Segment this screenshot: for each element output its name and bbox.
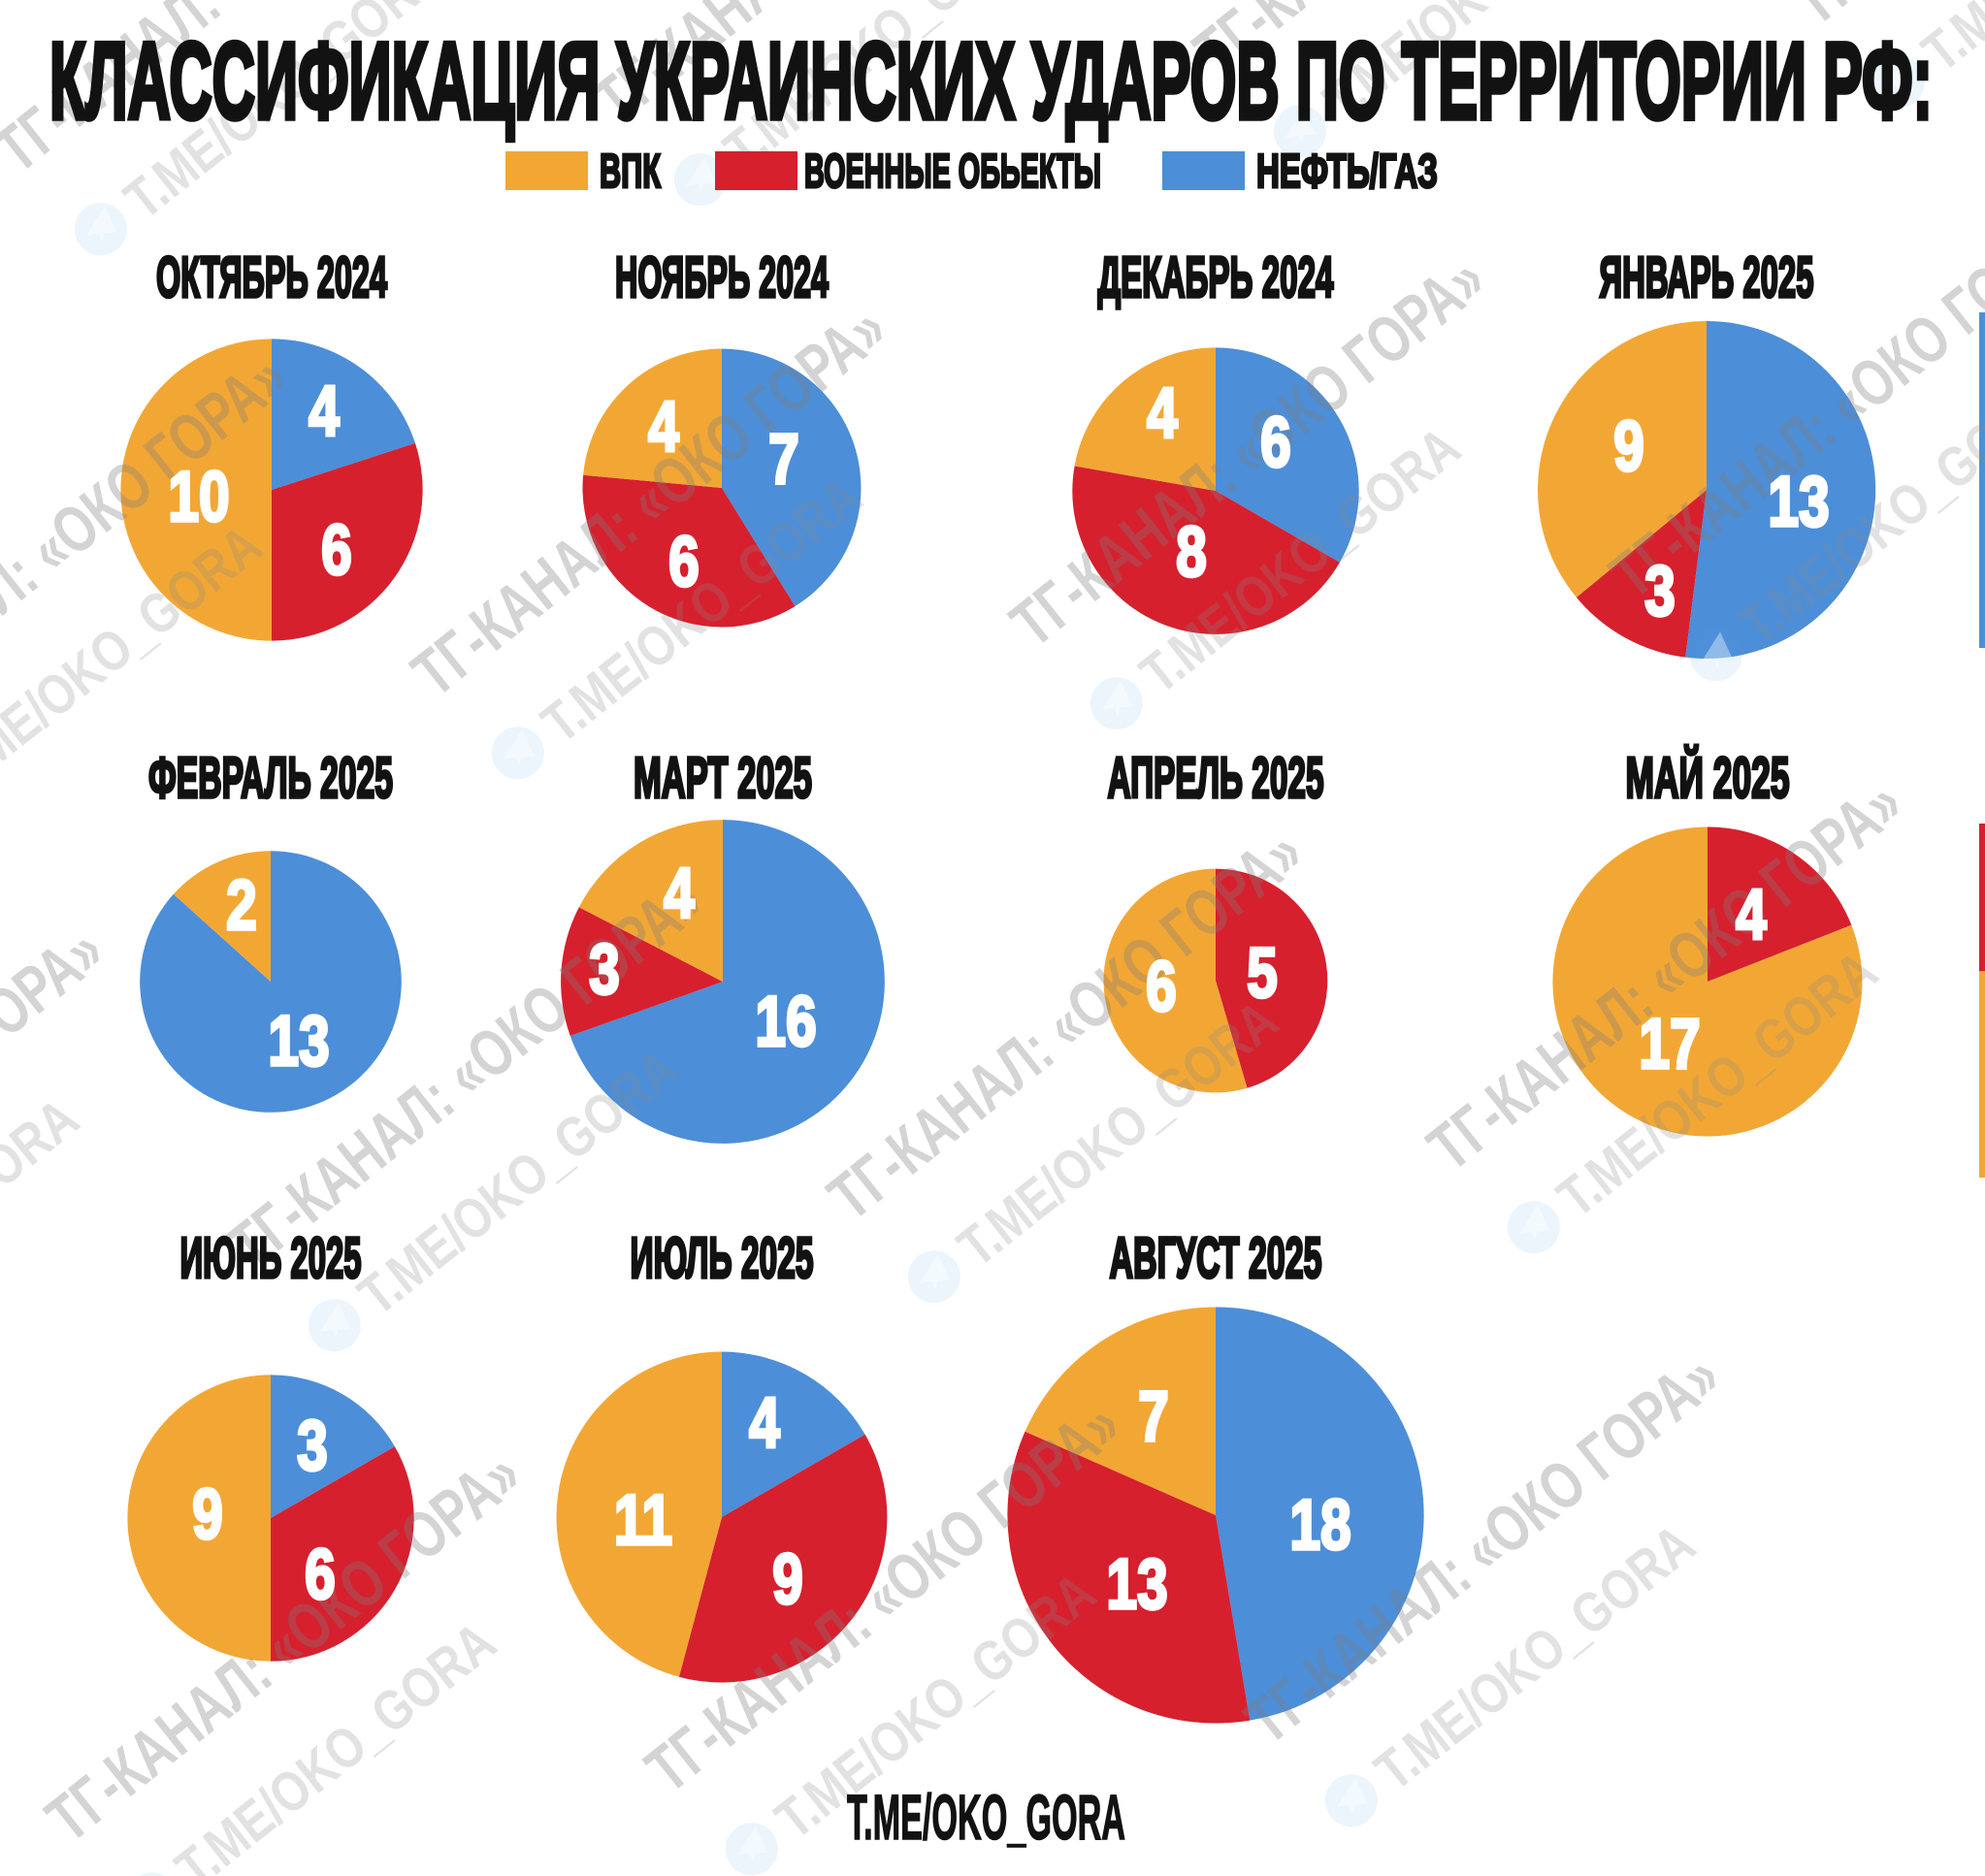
svg-text:МАРТ 2025: МАРТ 2025 bbox=[634, 746, 812, 810]
svg-text:6: 6 bbox=[1260, 403, 1291, 481]
svg-text:6: 6 bbox=[321, 510, 352, 589]
svg-text:10: 10 bbox=[168, 457, 229, 535]
svg-text:3: 3 bbox=[1644, 551, 1676, 630]
svg-text:4: 4 bbox=[1147, 373, 1178, 452]
svg-text:16: 16 bbox=[755, 982, 816, 1060]
svg-text:6: 6 bbox=[305, 1535, 336, 1613]
svg-text:9: 9 bbox=[192, 1474, 223, 1553]
svg-text:3: 3 bbox=[297, 1406, 328, 1484]
svg-text:4: 4 bbox=[648, 387, 679, 466]
svg-text:13: 13 bbox=[268, 1001, 329, 1080]
svg-text:6: 6 bbox=[668, 522, 700, 600]
svg-text:7: 7 bbox=[768, 419, 799, 498]
svg-text:4: 4 bbox=[664, 854, 695, 932]
svg-text:9: 9 bbox=[1613, 406, 1644, 485]
svg-text:АПРЕЛЬ 2025: АПРЕЛЬ 2025 bbox=[1108, 746, 1324, 810]
svg-text:ОКТЯБРЬ 2024: ОКТЯБРЬ 2024 bbox=[156, 245, 387, 309]
svg-text:13: 13 bbox=[1106, 1544, 1167, 1623]
svg-text:4: 4 bbox=[1736, 875, 1767, 954]
svg-text:18: 18 bbox=[1289, 1485, 1350, 1564]
svg-text:6: 6 bbox=[1146, 947, 1177, 1025]
svg-text:3: 3 bbox=[589, 929, 620, 1008]
svg-text:4: 4 bbox=[749, 1383, 780, 1462]
svg-text:ЯНВАРЬ 2025: ЯНВАРЬ 2025 bbox=[1600, 245, 1814, 309]
svg-text:АВГУСТ 2025: АВГУСТ 2025 bbox=[1110, 1226, 1322, 1290]
svg-text:T.ME/OKO_GORA: T.ME/OKO_GORA bbox=[847, 1781, 1125, 1853]
svg-text:ФЕВРАЛЬ 2025: ФЕВРАЛЬ 2025 bbox=[148, 746, 393, 810]
svg-text:13: 13 bbox=[1768, 462, 1829, 540]
svg-text:4: 4 bbox=[309, 372, 340, 450]
svg-text:ВОЕННЫЕ ОБЬЕКТЫ: ВОЕННЫЕ ОБЬЕКТЫ bbox=[804, 146, 1101, 198]
svg-text:11: 11 bbox=[614, 1480, 672, 1559]
svg-text:17: 17 bbox=[1639, 1004, 1700, 1083]
svg-text:9: 9 bbox=[772, 1539, 803, 1618]
svg-text:НЕФТЬ/ГАЗ: НЕФТЬ/ГАЗ bbox=[1256, 146, 1438, 198]
svg-text:8: 8 bbox=[1176, 512, 1207, 591]
svg-text:МАЙ 2025: МАЙ 2025 bbox=[1626, 745, 1790, 810]
svg-text:2: 2 bbox=[226, 865, 257, 944]
svg-text:КЛАССИФИКАЦИЯ УКРАИНСКИХ УДАР: КЛАССИФИКАЦИЯ УКРАИНСКИХ УДАРОВ ПО ТЕРРИ… bbox=[49, 20, 1933, 142]
svg-text:5: 5 bbox=[1247, 933, 1278, 1012]
svg-text:ИЮНЬ 2025: ИЮНЬ 2025 bbox=[180, 1226, 362, 1290]
svg-text:7: 7 bbox=[1138, 1376, 1169, 1455]
svg-text:ИЮЛЬ 2025: ИЮЛЬ 2025 bbox=[631, 1226, 814, 1290]
svg-text:ВПК: ВПК bbox=[600, 146, 661, 198]
svg-text:НОЯБРЬ 2024: НОЯБРЬ 2024 bbox=[615, 245, 829, 309]
svg-text:ДЕКАБРЬ 2024: ДЕКАБРЬ 2024 bbox=[1098, 245, 1334, 309]
